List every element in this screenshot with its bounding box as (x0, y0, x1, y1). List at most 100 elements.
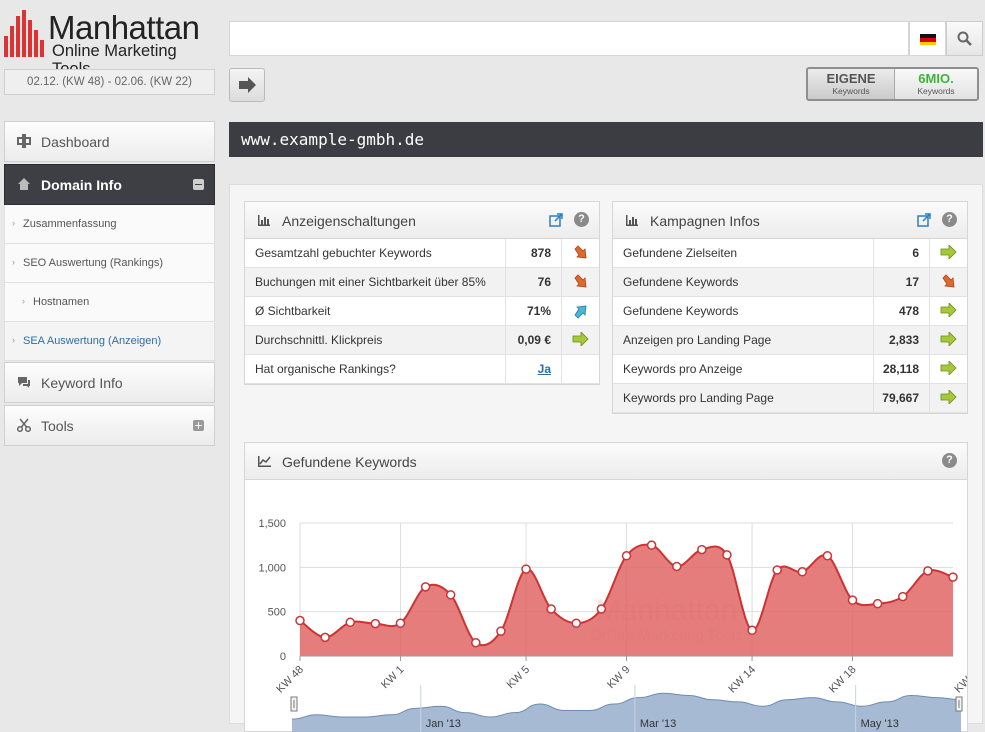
logo-bars-icon (4, 10, 44, 57)
sidebar-item-domain-info[interactable]: Domain Info (4, 164, 215, 205)
table-row: Gefundene Zielseiten 6 (613, 239, 967, 268)
row-value: 79,667 (882, 391, 919, 405)
toggle-option-6mio[interactable]: 6MIO. Keywords (895, 69, 977, 99)
trend-right-icon (940, 302, 957, 320)
logo[interactable]: Manhattan Online Marketing Tools (4, 8, 219, 78)
table-row: Keywords pro Anzeige 28,118 (613, 355, 967, 384)
data-point[interactable] (370, 618, 381, 629)
sidebar-item-label: Domain Info (41, 177, 122, 193)
data-point[interactable] (420, 582, 431, 592)
sidebar-item-label: Tools (41, 418, 74, 434)
sidebar-subitem-sea-auswertung[interactable]: › SEA Auswertung (Anzeigen) (4, 322, 215, 361)
external-link-icon[interactable] (549, 213, 563, 227)
row-label: Durchschnittl. Klickpreis (255, 333, 383, 347)
help-icon[interactable]: ? (574, 212, 589, 227)
data-point[interactable] (596, 604, 607, 614)
data-point[interactable] (295, 615, 305, 626)
data-point[interactable] (571, 618, 582, 628)
data-point[interactable] (722, 550, 732, 560)
row-label: Keywords pro Anzeige (623, 362, 743, 376)
collapse-icon[interactable] (193, 179, 204, 190)
x-tick-label: KW 18 (827, 664, 859, 696)
sidebar-item-tools[interactable]: Tools (4, 405, 215, 446)
table-row: Hat organische Rankings? Ja (245, 355, 599, 384)
data-point[interactable] (320, 632, 330, 643)
toggle-eigene-sublabel: Keywords (832, 86, 870, 96)
column-divider (561, 297, 562, 325)
column-divider (929, 355, 930, 383)
trend-right-icon (940, 244, 957, 262)
column-divider (929, 239, 930, 267)
row-label: Anzeigen pro Landing Page (623, 333, 772, 347)
area-fill (300, 544, 953, 656)
data-point[interactable] (847, 595, 858, 605)
row-value: 6 (912, 246, 919, 260)
panel-title: Kampagnen Infos (650, 213, 760, 229)
toggle-option-eigene[interactable]: EIGENE Keywords (808, 69, 895, 99)
forward-button[interactable] (229, 68, 265, 102)
germany-flag-icon (920, 34, 936, 45)
data-point[interactable] (747, 625, 757, 636)
data-point[interactable] (822, 551, 833, 561)
sidebar-subitem-hostnamen[interactable]: › Hostnamen (4, 283, 215, 322)
column-divider (505, 239, 506, 267)
keyword-source-toggle[interactable]: EIGENE Keywords 6MIO. Keywords (806, 67, 979, 101)
data-point[interactable] (621, 551, 632, 561)
data-point[interactable] (948, 572, 958, 582)
sidebar-item-keyword-info[interactable]: Keyword Info (4, 362, 215, 403)
data-point[interactable] (445, 590, 456, 600)
data-point[interactable] (496, 626, 506, 636)
sidebar-item-dashboard[interactable]: Dashboard (4, 121, 215, 162)
data-point[interactable] (345, 617, 355, 628)
x-tick-label: KW 48 (274, 664, 306, 696)
sidebar-subitem-label: SEA Auswertung (Anzeigen) (23, 335, 162, 347)
expand-icon[interactable] (193, 420, 204, 431)
x-tick-label: KW 22 (952, 664, 967, 696)
row-label: Gefundene Zielseiten (623, 246, 738, 260)
language-button[interactable] (909, 21, 946, 56)
data-point[interactable] (697, 544, 707, 555)
x-tick-label: KW 9 (605, 664, 633, 692)
data-point[interactable] (797, 567, 808, 577)
sidebar-item-label: Dashboard (41, 134, 110, 150)
search-input[interactable] (229, 21, 909, 56)
data-point[interactable] (646, 540, 657, 550)
row-value-link[interactable]: Ja (537, 362, 551, 376)
help-icon[interactable]: ? (942, 212, 957, 227)
help-icon[interactable]: ? (942, 453, 957, 468)
search-button[interactable] (946, 21, 983, 56)
external-link-icon[interactable] (917, 213, 931, 227)
trend-down-icon (573, 245, 589, 264)
date-range[interactable]: 02.12. (KW 48) - 02.06. (KW 22) (4, 69, 215, 95)
logo-title: Manhattan (48, 9, 200, 46)
navigator-area[interactable] (292, 693, 961, 732)
data-point[interactable] (671, 561, 682, 572)
row-label: Gefundene Keywords (623, 275, 739, 289)
sidebar-subitem-label: SEO Auswertung (Rankings) (23, 257, 164, 269)
data-point[interactable] (772, 565, 782, 575)
data-point[interactable] (872, 598, 883, 609)
sidebar-subitem-seo-auswertung[interactable]: › SEO Auswertung (Rankings) (4, 244, 215, 283)
data-point[interactable] (923, 566, 933, 576)
arrow-right-icon (239, 77, 256, 93)
data-point[interactable] (898, 591, 908, 602)
trend-right-icon (940, 389, 957, 407)
data-point[interactable] (395, 618, 406, 628)
data-point[interactable] (546, 604, 556, 614)
column-divider (505, 355, 506, 383)
bar-chart-icon (626, 215, 638, 226)
row-value: 76 (537, 275, 551, 289)
bullet-icon: › (22, 296, 25, 306)
chat-icon (17, 375, 31, 392)
panel-title: Anzeigenschaltungen (282, 213, 416, 229)
sidebar-item-label: Keyword Info (41, 375, 123, 391)
column-divider (505, 297, 506, 325)
domain-title: www.example-gmbh.de (229, 122, 983, 157)
bullet-icon: › (12, 218, 15, 228)
data-point[interactable] (521, 564, 531, 574)
trend-right-icon (940, 331, 957, 349)
data-point[interactable] (471, 637, 481, 648)
sidebar-subitem-zusammenfassung[interactable]: › Zusammenfassung (4, 205, 215, 244)
trend-right-icon (572, 331, 589, 349)
